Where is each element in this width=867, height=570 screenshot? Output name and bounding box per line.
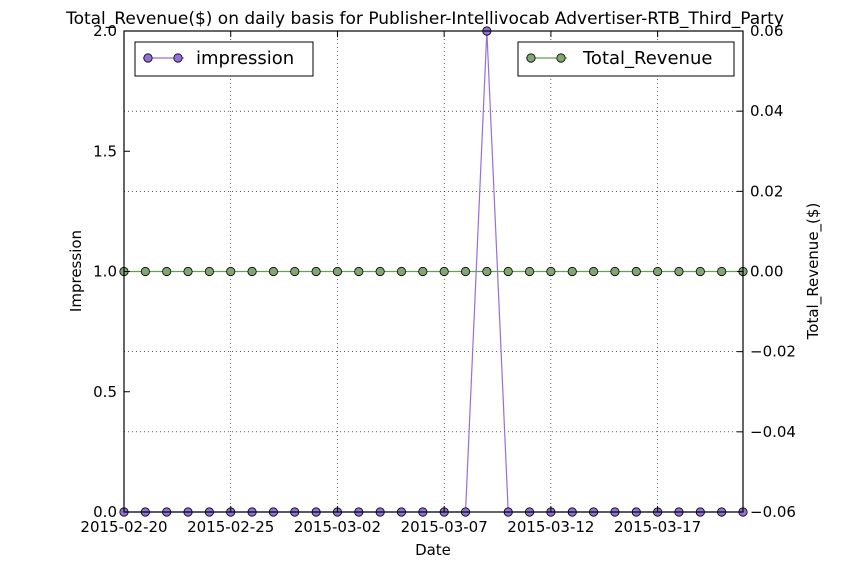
data-point-total-revenue xyxy=(503,266,513,277)
data-point-total-revenue xyxy=(482,266,492,277)
x-tick-label: 2015-03-07 xyxy=(401,518,488,536)
legend-impression-marker xyxy=(143,53,153,63)
y-right-tick-label: −0.04 xyxy=(750,423,796,441)
x-tick-label: 2015-02-25 xyxy=(187,518,274,536)
x-axis-label: Date xyxy=(415,541,451,559)
legend-impression: impression xyxy=(134,41,314,77)
data-point-total-revenue xyxy=(268,266,279,277)
x-tick-label: 2015-03-17 xyxy=(614,518,701,536)
data-point-total-revenue xyxy=(226,266,236,277)
y-right-tick-label: −0.02 xyxy=(750,343,796,361)
data-point-total-revenue xyxy=(439,266,449,277)
legend-impression-label: impression xyxy=(196,48,294,69)
y-right-tick-label: 0.06 xyxy=(750,22,783,40)
data-point-total-revenue xyxy=(674,266,684,277)
data-point-total-revenue xyxy=(460,266,471,277)
data-point-total-revenue xyxy=(610,266,620,277)
series-layer xyxy=(119,26,748,517)
data-point-total-revenue xyxy=(653,266,663,277)
data-point-total-revenue xyxy=(588,266,599,277)
y-axis-left-label: Impression xyxy=(67,230,85,312)
y-left-tick-label: 1.0 xyxy=(93,263,117,281)
legend-total-revenue-marker xyxy=(556,53,566,63)
data-point-total-revenue xyxy=(162,266,172,277)
data-point-total-revenue xyxy=(140,266,150,277)
legend-total-revenue: Total_Revenue xyxy=(517,41,735,77)
legend-total-revenue-marker xyxy=(526,53,536,63)
data-point-total-revenue xyxy=(290,266,300,277)
data-point-total-revenue xyxy=(631,266,641,277)
data-point-total-revenue xyxy=(418,266,428,277)
y-left-tick-label: 0.0 xyxy=(93,503,117,521)
y-right-tick-label: 0.02 xyxy=(750,182,783,200)
legend-total-revenue-label: Total_Revenue xyxy=(582,48,712,69)
y-axis-right-label: Total_Revenue_($) xyxy=(804,203,823,341)
ticks: 2015-02-20 2015-02-25 2015-03-02 2015-03-07… xyxy=(80,22,796,536)
data-point-total-revenue xyxy=(717,266,727,277)
chart-title: Total_Revenue($) on daily basis for Publ… xyxy=(65,9,784,29)
y-left-tick-label: 0.5 xyxy=(93,383,117,401)
x-tick-label: 2015-03-02 xyxy=(294,518,381,536)
x-tick-label: 2015-02-20 xyxy=(80,518,167,536)
data-point-total-revenue xyxy=(247,266,257,277)
legend-impression-marker xyxy=(173,53,183,63)
data-point-total-revenue xyxy=(567,266,577,277)
data-point-total-revenue xyxy=(183,266,193,277)
legend-total-revenue-box xyxy=(517,41,735,77)
data-point-total-revenue xyxy=(311,266,321,277)
data-point-total-revenue xyxy=(375,266,385,277)
x-tick-label: 2015-03-12 xyxy=(507,518,594,536)
y-right-tick-label: 0.04 xyxy=(750,102,783,120)
y-right-tick-label: 0.00 xyxy=(750,263,783,281)
y-left-tick-label: 2.0 xyxy=(93,22,117,40)
data-point-total-revenue xyxy=(396,266,407,277)
data-point-total-revenue xyxy=(332,266,343,277)
data-point-total-revenue xyxy=(354,266,364,277)
data-point-total-revenue xyxy=(524,266,535,277)
data-point-total-revenue xyxy=(204,266,214,277)
legend-impression-box xyxy=(134,41,314,77)
y-left-tick-label: 1.5 xyxy=(93,142,117,160)
data-point-total-revenue xyxy=(546,266,556,277)
y-right-tick-label: −0.06 xyxy=(750,503,796,521)
data-point-total-revenue xyxy=(695,266,705,277)
